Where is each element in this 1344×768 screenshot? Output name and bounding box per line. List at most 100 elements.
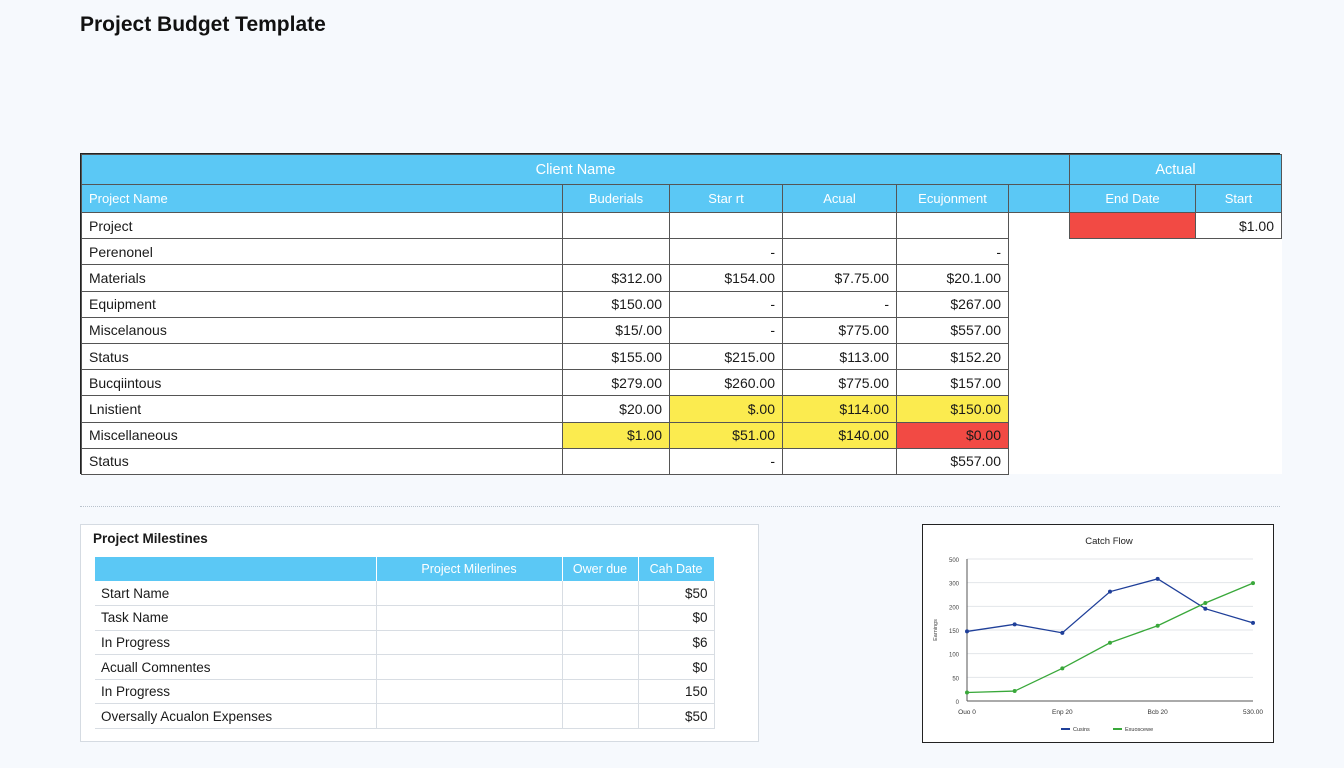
cell[interactable] [562, 703, 639, 730]
cell[interactable] [376, 703, 563, 730]
cell[interactable] [562, 605, 639, 631]
cell[interactable] [376, 654, 563, 680]
column-header[interactable] [1008, 184, 1070, 213]
cell[interactable]: $20.1.00 [896, 264, 1009, 292]
cell[interactable]: $157.00 [896, 369, 1009, 397]
cell[interactable]: $267.00 [896, 290, 1009, 318]
milestone-value[interactable]: $6 [638, 630, 715, 656]
cell[interactable]: $0.00 [896, 421, 1009, 449]
row-label[interactable]: Perenonel [81, 238, 563, 266]
cell[interactable] [376, 605, 563, 631]
cell[interactable] [376, 630, 563, 656]
row-label[interactable]: Miscellaneous [81, 421, 563, 449]
end-date-cell[interactable] [1069, 211, 1196, 240]
cell[interactable] [562, 654, 639, 680]
column-header[interactable]: Start [1195, 184, 1282, 213]
cell[interactable]: $775.00 [782, 369, 897, 397]
milestone-label[interactable]: Acuall Comnentes [95, 654, 377, 680]
start-cell[interactable]: $1.00 [1195, 211, 1282, 240]
cell[interactable]: $.00 [669, 395, 783, 423]
milestone-label[interactable]: Oversally Acualon Expenses [95, 703, 377, 730]
column-header[interactable]: Project Name [81, 184, 563, 213]
cell[interactable]: $15/.00 [562, 316, 670, 344]
cell[interactable] [562, 447, 670, 475]
row-label[interactable]: Materials [81, 264, 563, 292]
cell[interactable]: - [669, 238, 783, 266]
budget-table: Client Name Actual Project Name Buderial… [80, 153, 1282, 475]
milestone-value[interactable]: $50 [638, 703, 715, 730]
x-tick-label: Ouo 0 [958, 709, 976, 716]
row-label[interactable]: Bucqiintous [81, 369, 563, 397]
y-tick-label: 50 [952, 676, 959, 682]
milestone-value[interactable]: $0 [638, 654, 715, 680]
milestones-title: Project Milestines [93, 531, 208, 546]
cell[interactable]: $51.00 [669, 421, 783, 449]
cell[interactable]: $150.00 [896, 395, 1009, 423]
chart-canvas: Catch Flow 0 50 100 150 200 300 500 Earnings Ouo … [933, 536, 1263, 733]
cell[interactable]: $312.00 [562, 264, 670, 292]
row-label[interactable]: Equipment [81, 290, 563, 318]
cell[interactable]: $113.00 [782, 342, 897, 371]
table-row: Acuall Comnentes $0 [95, 654, 715, 680]
cell[interactable]: $155.00 [562, 342, 670, 371]
column-header[interactable]: Ower due [562, 557, 639, 581]
data-point [1251, 620, 1255, 625]
cell[interactable]: - [896, 238, 1009, 266]
cell[interactable] [562, 238, 670, 266]
cell[interactable]: $279.00 [562, 369, 670, 397]
milestone-label[interactable]: In Progress [95, 679, 377, 705]
cell[interactable] [376, 581, 563, 607]
cell[interactable]: $215.00 [669, 342, 783, 371]
column-header[interactable]: Project Milerlines [376, 557, 563, 581]
table-row: Miscelanous $15/.00 - $775.00 $557.00 [81, 316, 1282, 344]
row-label[interactable]: Status [81, 447, 563, 475]
cell[interactable]: - [669, 447, 783, 475]
data-point [1060, 666, 1065, 671]
cell[interactable]: $557.00 [896, 447, 1009, 475]
cell[interactable]: $154.00 [669, 264, 783, 292]
table-row: Perenonel - - [81, 238, 1282, 475]
cell[interactable] [782, 211, 897, 240]
column-header[interactable]: Cah Date [638, 557, 715, 581]
milestone-label[interactable]: In Progress [95, 630, 377, 656]
cell[interactable] [562, 630, 639, 656]
row-label[interactable]: Lnistient [81, 395, 563, 423]
cell[interactable] [669, 211, 783, 240]
column-header[interactable] [95, 557, 377, 581]
column-header[interactable]: Ecujonment [896, 184, 1009, 213]
milestone-value[interactable]: $0 [638, 605, 715, 631]
cell[interactable]: $152.20 [896, 342, 1009, 371]
cell[interactable]: $150.00 [562, 290, 670, 318]
cell[interactable] [562, 679, 639, 705]
data-point [1203, 601, 1208, 606]
cell[interactable] [896, 211, 1009, 240]
cell[interactable]: $7.75.00 [782, 264, 897, 292]
cell[interactable]: $140.00 [782, 421, 897, 449]
cell[interactable]: $557.00 [896, 316, 1009, 344]
cell[interactable] [562, 581, 639, 607]
column-header[interactable]: Star rt [669, 184, 783, 213]
table-row: Oversally Acualon Expenses $50 [95, 703, 715, 730]
column-header[interactable]: Buderials [562, 184, 670, 213]
milestone-value[interactable]: 150 [638, 679, 715, 705]
cell[interactable]: - [669, 290, 783, 318]
column-header[interactable]: Acual [782, 184, 897, 213]
milestone-label[interactable]: Task Name [95, 605, 377, 631]
column-header[interactable]: End Date [1069, 184, 1196, 213]
row-label[interactable]: Status [81, 342, 563, 371]
cell[interactable]: - [782, 290, 897, 318]
cell[interactable] [782, 238, 897, 266]
cell[interactable]: $114.00 [782, 395, 897, 423]
cell[interactable] [376, 679, 563, 705]
milestone-label[interactable]: Start Name [95, 581, 377, 607]
cell[interactable] [562, 211, 670, 240]
cell[interactable]: $20.00 [562, 395, 670, 423]
cell[interactable]: $775.00 [782, 316, 897, 344]
cell[interactable]: - [669, 316, 783, 344]
cell[interactable]: $260.00 [669, 369, 783, 397]
milestone-value[interactable]: $50 [638, 581, 715, 607]
row-label[interactable]: Project [81, 211, 563, 240]
cell[interactable] [782, 447, 897, 475]
row-label[interactable]: Miscelanous [81, 316, 563, 344]
cell[interactable]: $1.00 [562, 421, 670, 449]
